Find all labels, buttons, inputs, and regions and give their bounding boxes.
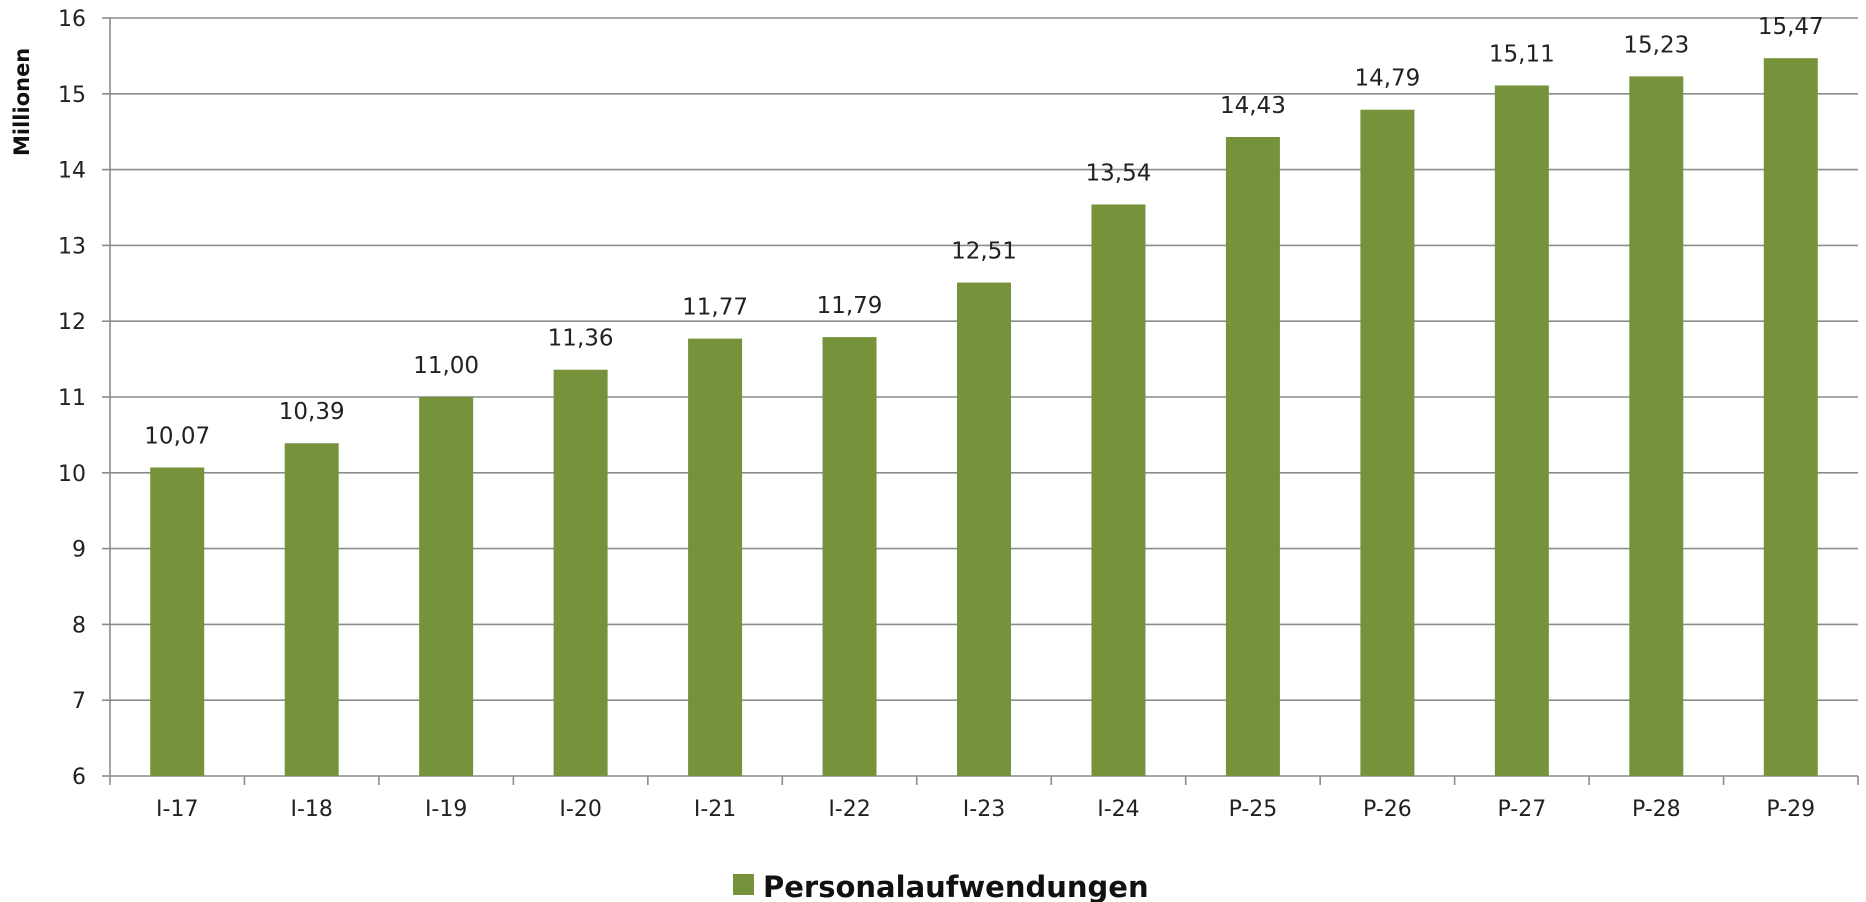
y-tick-label: 12 — [58, 310, 86, 335]
legend: Personalaufwendungen — [733, 870, 1149, 902]
bar — [1629, 76, 1684, 777]
bar — [419, 397, 474, 776]
data-labels: 10,07 10,39 11,00 11,36 11,77 11,79 12,51 13,54… — [144, 14, 1823, 449]
bar — [1225, 137, 1280, 777]
y-tick-label: 10 — [58, 462, 86, 487]
bar — [150, 467, 205, 776]
data-label: 10,07 — [144, 423, 210, 449]
data-label: 15,11 — [1489, 41, 1555, 67]
x-tick-label: P-29 — [1766, 797, 1815, 822]
bar — [1763, 58, 1818, 776]
legend-swatch — [733, 874, 754, 895]
y-axis-tick-labels: 6 7 8 9 10 11 12 13 14 15 16 — [58, 7, 86, 790]
data-label: 13,54 — [1086, 160, 1152, 186]
data-label: 14,79 — [1354, 66, 1420, 92]
x-axis-tick-labels: I-17 I-18 I-19 I-20 I-21 I-22 I-23 I-24 P-25 P-26… — [156, 797, 1815, 822]
x-tick-label: I-21 — [694, 797, 736, 822]
bar — [822, 337, 877, 776]
bar — [284, 443, 339, 776]
x-tick-label: I-22 — [828, 797, 870, 822]
bar — [688, 338, 743, 776]
y-tick-label: 16 — [58, 7, 86, 32]
data-label: 15,23 — [1623, 32, 1689, 58]
x-tick-label: I-24 — [1097, 797, 1139, 822]
bar — [1091, 204, 1146, 776]
y-tick-label: 14 — [58, 159, 86, 184]
x-tick-label: I-23 — [963, 797, 1005, 822]
x-tick-label: P-28 — [1632, 797, 1681, 822]
x-tick-label: P-26 — [1363, 797, 1412, 822]
y-tick-label: 13 — [58, 234, 86, 259]
bars — [150, 58, 1818, 777]
x-tick-label: I-18 — [290, 797, 332, 822]
bar — [1360, 109, 1415, 776]
bar — [1494, 85, 1549, 777]
data-label: 12,51 — [951, 239, 1017, 265]
y-axis-label: Millionen — [10, 48, 34, 156]
y-tick-label: 9 — [72, 538, 86, 563]
y-tick-label: 8 — [72, 613, 86, 638]
y-tick-label: 11 — [58, 386, 86, 411]
data-label: 15,47 — [1758, 14, 1824, 40]
x-tick-label: I-17 — [156, 797, 198, 822]
legend-label: Personalaufwendungen — [763, 870, 1149, 902]
bar — [957, 282, 1011, 776]
bar — [553, 369, 608, 776]
data-label: 11,79 — [817, 293, 883, 319]
y-tick-label: 6 — [72, 765, 86, 790]
y-tick-label: 7 — [72, 689, 86, 714]
y-tick-label: 15 — [58, 83, 86, 108]
data-label: 11,00 — [413, 353, 479, 379]
data-label: 11,36 — [548, 326, 614, 352]
x-tick-label: P-25 — [1229, 797, 1278, 822]
data-label: 11,77 — [682, 295, 748, 321]
data-label: 10,39 — [279, 399, 345, 425]
x-tick-label: P-27 — [1497, 797, 1546, 822]
x-tick-label: I-20 — [559, 797, 601, 822]
data-label: 14,43 — [1220, 93, 1286, 119]
x-tick-label: I-19 — [425, 797, 467, 822]
